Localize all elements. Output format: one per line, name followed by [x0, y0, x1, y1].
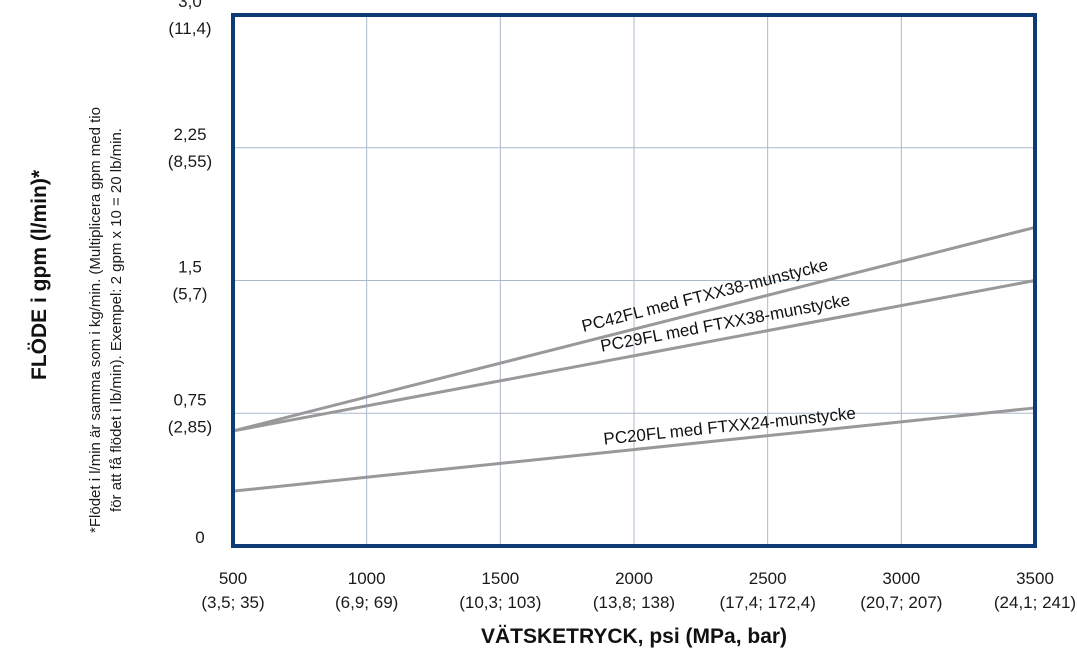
x-tick-label: 500 [219, 569, 247, 588]
y-tick-label: 0,75 [173, 390, 206, 409]
y-tick-sublabel: (8,55) [168, 152, 212, 171]
y-tick-sublabel: (5,7) [173, 285, 208, 304]
y-tick-label: 2,25 [173, 125, 206, 144]
x-axis-title: VÄTSKETRYCK, psi (MPa, bar) [481, 625, 787, 648]
series-line-2 [232, 279, 1036, 433]
y-axis-title: FLÖDE i gpm (l/min)* [28, 169, 51, 380]
y-tick-sublabel: (2,85) [168, 417, 212, 436]
x-tick-label: 1500 [481, 569, 519, 588]
series-lines [232, 225, 1036, 493]
x-tick-sublabel: (13,8; 138) [593, 593, 675, 612]
y-tick-label: 0 [195, 528, 204, 547]
x-tick-sublabel: (17,4; 172,4) [719, 593, 815, 612]
x-tick-sublabel: (20,7; 207) [860, 593, 942, 612]
x-tick-sublabel: (24,1; 241) [994, 593, 1076, 612]
footnote-line-2: för att få flödet i lb/min). Exempel: 2 … [108, 128, 125, 512]
x-tick-label: 3500 [1016, 569, 1054, 588]
y-tick-label: 1,5 [178, 258, 202, 277]
series-line-3 [232, 406, 1036, 493]
y-tick-labels: 0 0,75 (2,85) 1,5 (5,7) 2,25 (8,55) 3,0 (11,4) [168, 0, 212, 547]
x-tick-sublabel: (10,3; 103) [459, 593, 541, 612]
x-tick-label: 3000 [882, 569, 920, 588]
y-tick-sublabel: (11,4) [168, 19, 211, 38]
footnote-line-1: *Flödet i l/min är samma som i kg/min. (… [87, 107, 104, 533]
y-tick-label: 3,0 [178, 0, 202, 11]
x-tick-labels: 500 (3,5; 35) 1000 (6,9; 69) 1500 (10,3; 103)… [201, 569, 1076, 612]
x-tick-label: 1000 [348, 569, 386, 588]
x-tick-label: 2000 [615, 569, 653, 588]
grid [232, 14, 1036, 547]
series-line-1 [232, 225, 1036, 433]
plot-frame [231, 13, 1037, 548]
x-tick-sublabel: (3,5; 35) [201, 593, 264, 612]
x-tick-sublabel: (6,9; 69) [335, 593, 398, 612]
series-label-3: PC20FL med FTXX24-munstycke [603, 404, 857, 449]
x-tick-label: 2500 [749, 569, 787, 588]
